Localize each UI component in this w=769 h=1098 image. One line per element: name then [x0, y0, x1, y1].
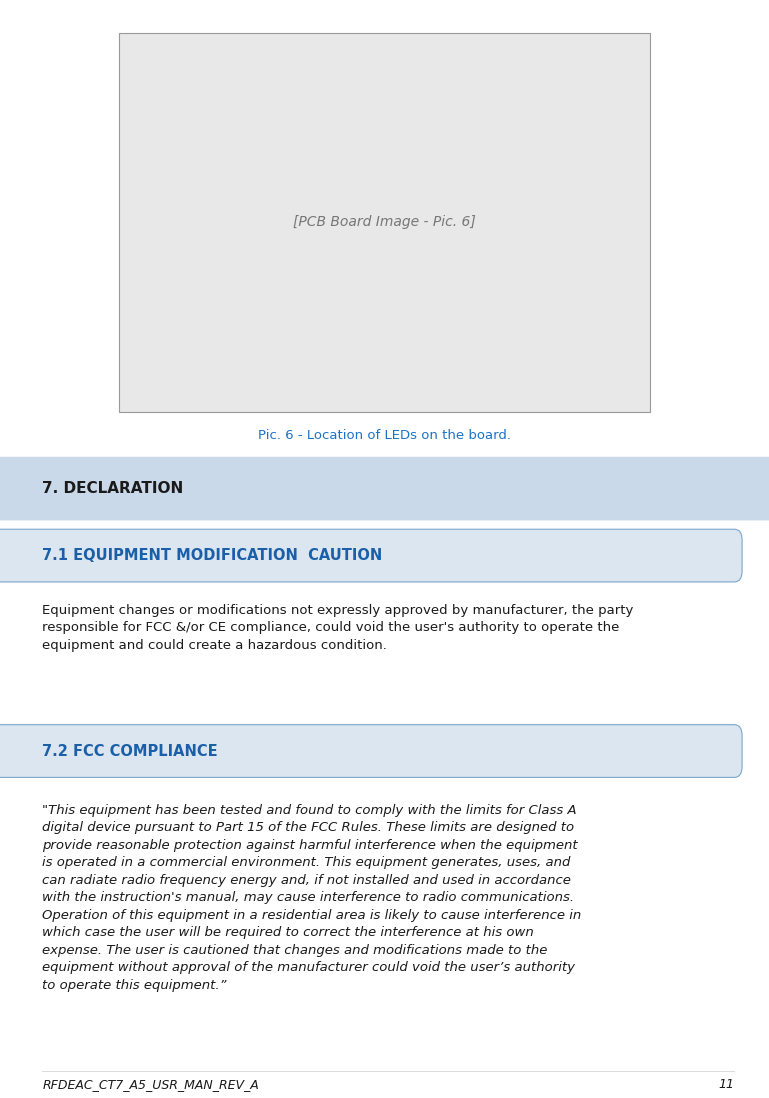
- Text: 7.2 FCC COMPLIANCE: 7.2 FCC COMPLIANCE: [42, 743, 218, 759]
- Text: [PCB Board Image - Pic. 6]: [PCB Board Image - Pic. 6]: [293, 215, 476, 229]
- FancyBboxPatch shape: [0, 725, 742, 777]
- Text: 7. DECLARATION: 7. DECLARATION: [42, 481, 184, 496]
- FancyBboxPatch shape: [119, 33, 650, 412]
- Text: RFDEAC_CT7_A5_USR_MAN_REV_A: RFDEAC_CT7_A5_USR_MAN_REV_A: [42, 1078, 259, 1091]
- Text: 7.1 EQUIPMENT MODIFICATION  CAUTION: 7.1 EQUIPMENT MODIFICATION CAUTION: [42, 548, 382, 563]
- Text: Equipment changes or modifications not expressly approved by manufacturer, the p: Equipment changes or modifications not e…: [42, 604, 634, 652]
- FancyBboxPatch shape: [0, 457, 769, 520]
- FancyBboxPatch shape: [0, 529, 742, 582]
- Text: Pic. 6 - Location of LEDs on the board.: Pic. 6 - Location of LEDs on the board.: [258, 429, 511, 442]
- Text: "This equipment has been tested and found to comply with the limits for Class A
: "This equipment has been tested and foun…: [42, 804, 581, 991]
- Text: 11: 11: [718, 1078, 734, 1091]
